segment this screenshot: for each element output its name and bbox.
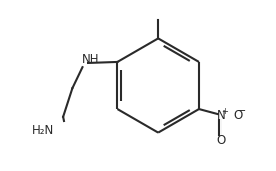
Text: O: O — [233, 109, 242, 122]
Text: NH: NH — [82, 53, 99, 66]
Text: −: − — [237, 106, 246, 116]
Text: +: + — [221, 107, 228, 116]
Text: N: N — [216, 109, 225, 122]
Text: O: O — [216, 134, 225, 147]
Text: H₂N: H₂N — [32, 124, 54, 137]
